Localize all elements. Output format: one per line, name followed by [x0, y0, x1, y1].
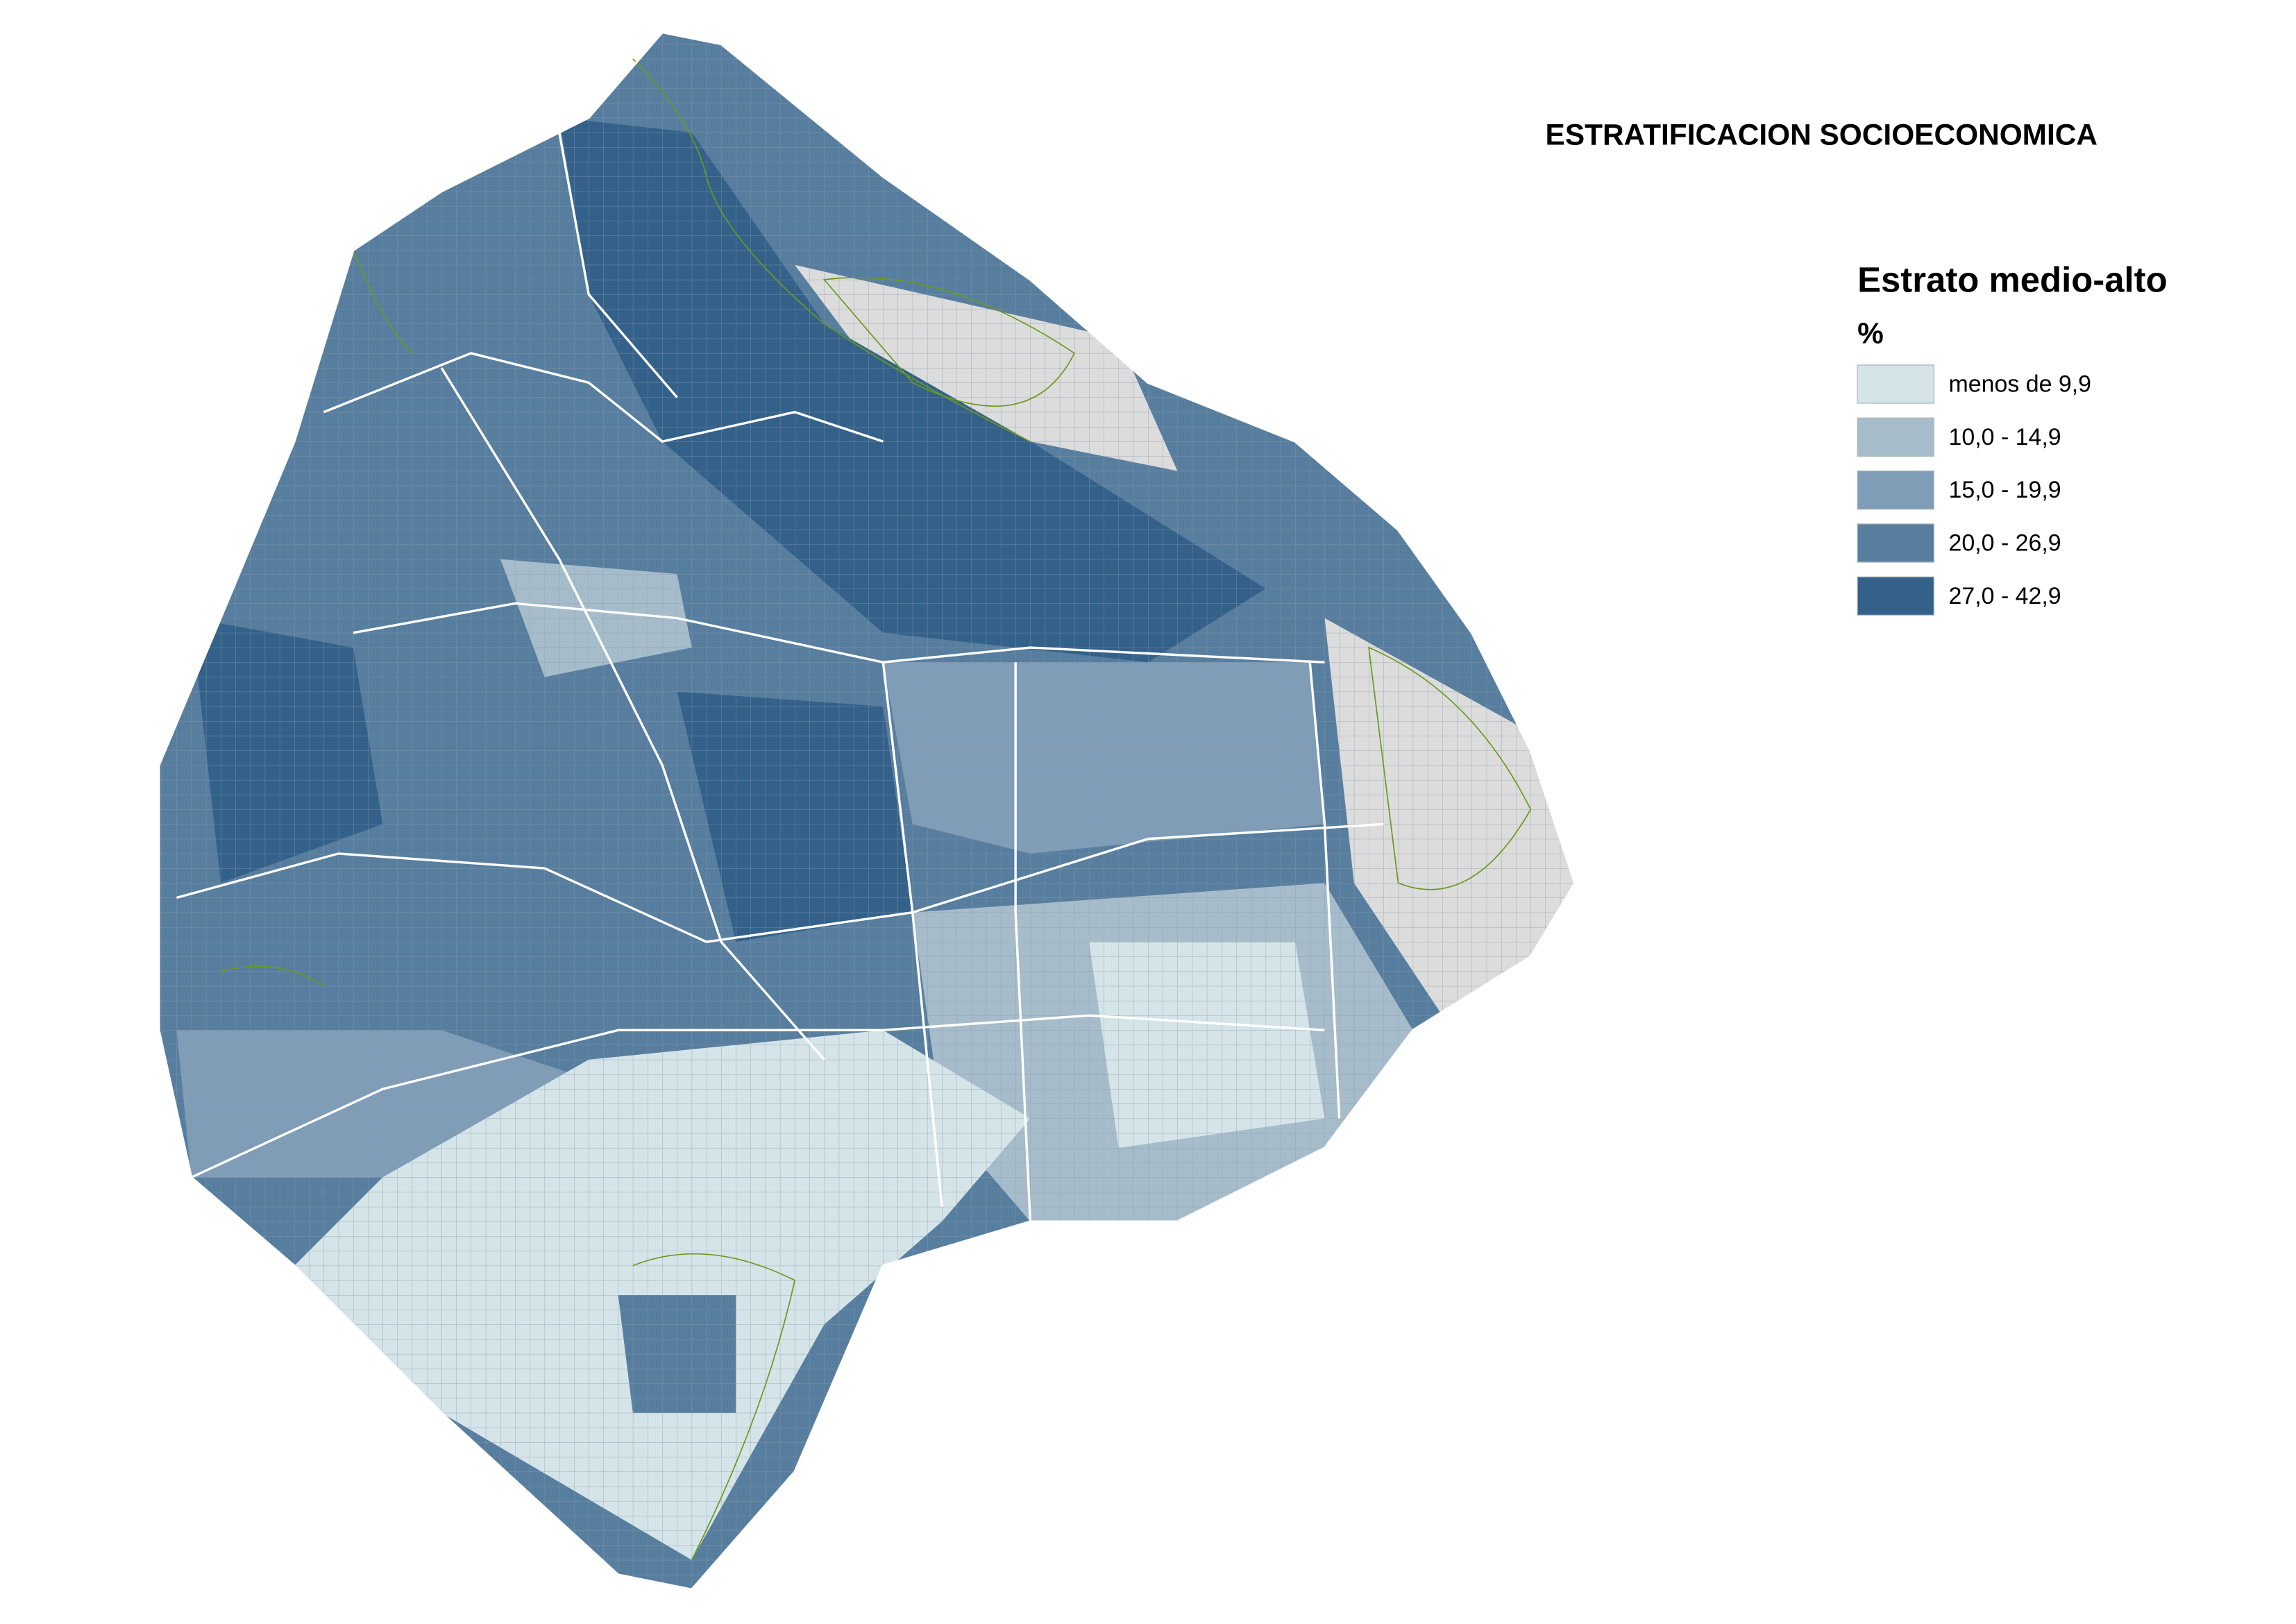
legend-label: 10,0 - 14,9 [1949, 424, 2061, 450]
legend-title: Estrato medio-alto [1857, 260, 2168, 300]
legend-swatch [1857, 417, 1934, 457]
legend-label: 15,0 - 19,9 [1949, 477, 2061, 503]
legend-unit: % [1857, 317, 1884, 350]
legend-swatch [1857, 364, 1934, 404]
green-areas [220, 58, 1532, 1561]
legend-label: 27,0 - 42,9 [1949, 583, 2061, 609]
legend-label: menos de 9,9 [1949, 371, 2091, 398]
legend-swatch [1857, 523, 1934, 563]
legend-label: 20,0 - 26,9 [1949, 530, 2061, 557]
legend: menos de 9,9 10,0 - 14,9 15,0 - 19,9 20,0 -… [1857, 364, 2091, 616]
map-title: ESTRATIFICACION SOCIOECONOMICA [1546, 118, 2098, 151]
city-outline [158, 31, 1576, 1591]
districts [176, 132, 1384, 1222]
legend-swatch [1857, 576, 1934, 616]
legend-swatch [1857, 470, 1934, 510]
